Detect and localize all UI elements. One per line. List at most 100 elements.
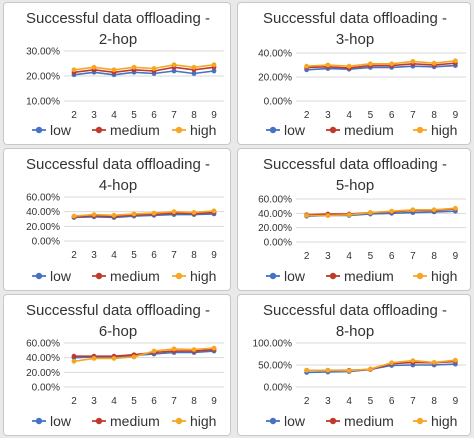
y-tick-label: 0.00% [32, 383, 60, 394]
x-tick-label: 9 [453, 396, 459, 407]
x-tick-label: 7 [410, 251, 416, 262]
x-tick-label: 4 [111, 250, 117, 261]
x-tick-label: 8 [431, 396, 437, 407]
data-point-high [71, 358, 77, 364]
data-point-high [346, 63, 352, 69]
x-tick-label: 3 [91, 250, 97, 261]
x-tick-label: 9 [211, 110, 217, 121]
series-line-medium [306, 62, 456, 69]
data-point-high [91, 356, 97, 361]
y-tick-label: 40.00% [26, 353, 60, 364]
series-line-medium [73, 211, 215, 218]
x-tick-label: 6 [151, 250, 157, 261]
x-tick-label: 8 [431, 251, 437, 262]
x-tick-label: 4 [346, 396, 352, 407]
data-point-high [367, 61, 373, 67]
x-tick-label: 5 [131, 396, 137, 407]
x-tick-label: 7 [171, 110, 177, 121]
data-point-high [191, 64, 197, 70]
legend-label: high [190, 122, 216, 138]
legend-marker-medium [95, 272, 103, 280]
chart-panel: Successful data offloading - 3-hop 0.00% 20… [237, 2, 471, 145]
legend-marker-medium [95, 417, 103, 425]
data-point-high [346, 212, 352, 218]
legend-marker-low [269, 417, 277, 425]
y-tick-label: 20.00% [26, 222, 60, 233]
data-point-high [389, 208, 395, 214]
y-tick-label: 20.00% [258, 73, 292, 84]
line-chart: Successful data offloading - 2-hop 10.00% 2… [26, 10, 224, 138]
data-point-high [71, 67, 77, 73]
data-point-high [325, 213, 331, 218]
data-point-high [151, 66, 157, 71]
legend-label: high [190, 268, 216, 284]
data-point-high [91, 64, 97, 70]
data-point-high [211, 208, 217, 214]
legend-marker-medium [329, 272, 337, 280]
data-point-high [304, 367, 310, 373]
line-chart: Successful data offloading - 8-hop 0.00% 50… [253, 302, 466, 429]
data-point-high [171, 346, 177, 352]
x-tick-label: 9 [453, 251, 459, 262]
data-point-high [171, 209, 177, 215]
data-point-high [211, 62, 217, 68]
legend-label: high [431, 268, 457, 284]
data-point-high [304, 63, 310, 69]
legend-marker-medium [95, 126, 103, 134]
y-tick-label: 20.00% [258, 223, 292, 234]
series-line-low [73, 213, 215, 219]
chart-title: 3-hop [336, 31, 374, 48]
legend-label: low [50, 122, 72, 138]
data-point-high [452, 357, 458, 363]
y-tick-label: 0.00% [264, 97, 292, 108]
legend-marker-low [35, 126, 43, 134]
legend-label: low [284, 122, 306, 138]
x-tick-label: 5 [368, 396, 374, 407]
y-tick-label: 60.00% [26, 193, 60, 204]
chart-title: Successful data offloading - [263, 302, 447, 319]
data-point-high [389, 360, 395, 366]
data-point-high [151, 210, 157, 216]
legend-marker-high [416, 417, 424, 425]
x-tick-label: 3 [325, 251, 331, 262]
legend-marker-low [35, 272, 43, 280]
data-point-high [131, 211, 137, 217]
y-tick-label: 60.00% [258, 195, 292, 206]
data-point-high [325, 62, 331, 68]
data-point-high [111, 356, 117, 361]
y-tick-label: 0.00% [264, 383, 292, 394]
y-tick-label: 20.00% [26, 368, 60, 379]
chart-title: Successful data offloading - [263, 156, 447, 173]
x-tick-label: 5 [131, 110, 137, 121]
data-point-high [431, 207, 437, 213]
x-tick-label: 2 [71, 110, 77, 121]
y-tick-label: 10.00% [26, 97, 60, 108]
x-tick-label: 8 [191, 110, 197, 121]
x-tick-label: 9 [211, 250, 217, 261]
x-tick-label: 2 [71, 396, 77, 407]
data-point-high [431, 359, 437, 365]
legend-marker-high [416, 272, 424, 280]
legend-label: medium [344, 268, 394, 284]
y-tick-label: 30.00% [26, 47, 60, 58]
series-line-high [306, 60, 456, 68]
x-tick-label: 7 [410, 396, 416, 407]
chart-title: 2-hop [99, 31, 137, 48]
chart-title: 6-hop [99, 323, 137, 340]
series-line-high [73, 347, 215, 363]
data-point-high [211, 345, 217, 351]
data-point-high [151, 348, 157, 354]
series-line-low [73, 70, 215, 76]
series-line-high [306, 207, 456, 217]
legend-label: medium [344, 122, 394, 138]
legend-marker-low [269, 126, 277, 134]
data-point-high [304, 213, 310, 218]
legend-label: low [284, 268, 306, 284]
line-chart: Successful data offloading - 4-hop 0.00% 20… [26, 156, 224, 284]
x-tick-label: 7 [171, 396, 177, 407]
chart-panel: Successful data offloading - 4-hop 0.00% 20… [3, 148, 231, 291]
series-line-low [306, 64, 456, 71]
data-point-high [111, 67, 117, 73]
data-point-high [191, 210, 197, 215]
line-chart: Successful data offloading - 5-hop 0.00% 20… [258, 156, 466, 284]
